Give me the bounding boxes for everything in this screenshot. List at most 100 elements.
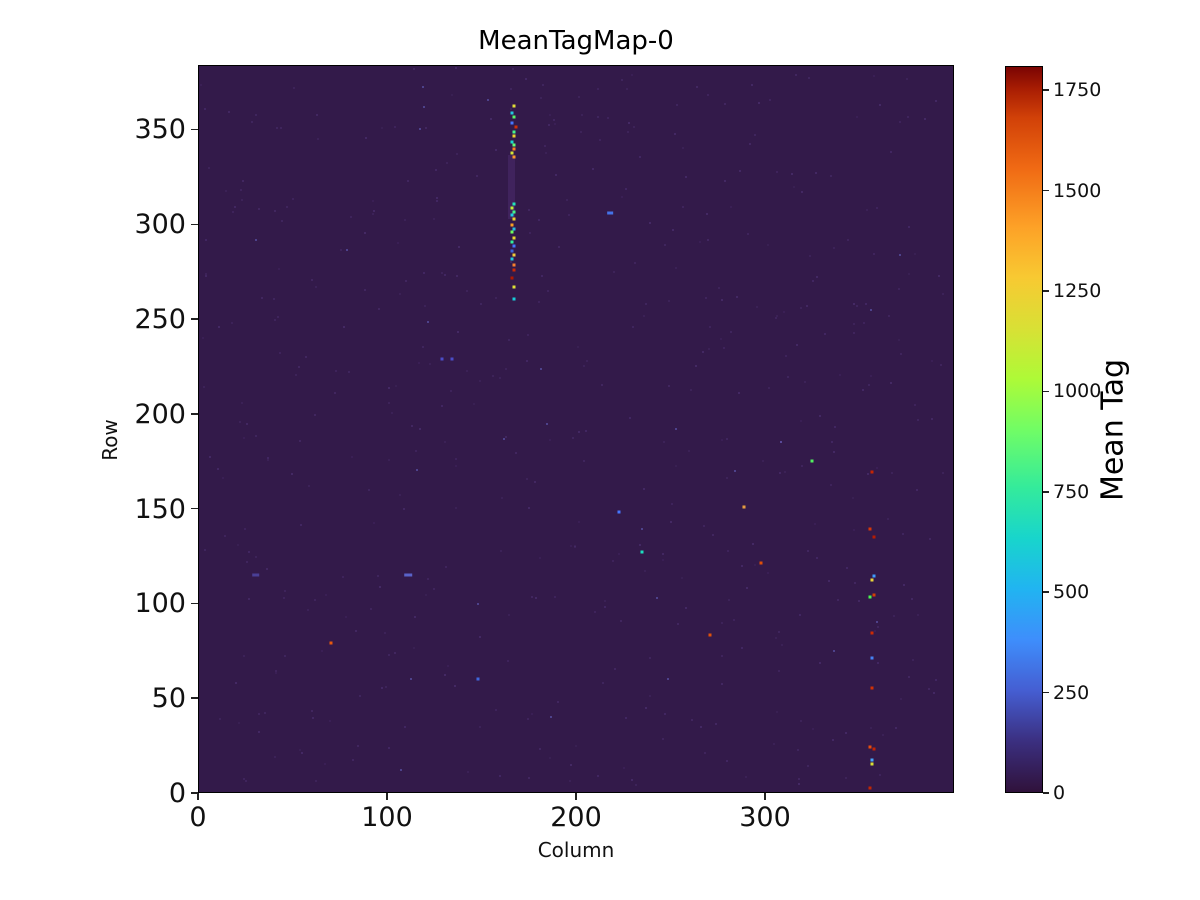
colorbar-tick-label: 1000 [1053, 380, 1102, 403]
noise-speckle [781, 643, 784, 646]
noise-speckle [721, 622, 724, 625]
noise-speckle [300, 751, 303, 754]
noise-speckle [700, 725, 703, 728]
noise-speckle [676, 622, 679, 625]
noise-speckle [555, 174, 558, 177]
hot-pixel [870, 631, 874, 635]
hot-pixel [872, 574, 876, 578]
noise-speckle [845, 731, 848, 734]
noise-speckle [283, 655, 286, 658]
noise-speckle [690, 718, 693, 721]
noise-speckle [907, 226, 910, 229]
noise-speckle [630, 73, 633, 76]
noise-speckle [573, 545, 576, 548]
noise-speckle [278, 351, 281, 354]
noise-speckle [899, 121, 902, 124]
hot-pixel [512, 263, 516, 267]
hot-pixel [251, 573, 260, 577]
noise-speckle [545, 152, 548, 155]
noise-speckle [668, 299, 671, 302]
noise-speckle [778, 472, 781, 475]
noise-speckle [314, 285, 317, 288]
noise-speckle [746, 586, 749, 589]
noise-speckle [662, 738, 665, 741]
noise-speckle [890, 382, 893, 385]
noise-speckle [487, 99, 490, 102]
noise-speckle [856, 305, 859, 308]
noise-speckle [478, 725, 481, 728]
noise-speckle [526, 717, 529, 720]
colorbar-tick-mark [1043, 591, 1049, 593]
noise-speckle [242, 778, 245, 781]
noise-speckle [879, 103, 882, 106]
y-tick-mark [191, 792, 198, 794]
colorbar-tick-mark [1043, 390, 1049, 393]
noise-speckle [624, 187, 627, 190]
hot-pixel [510, 249, 514, 253]
hot-pixel [510, 121, 514, 125]
noise-speckle [510, 261, 513, 264]
noise-speckle [240, 401, 243, 404]
noise-speckle [724, 103, 727, 106]
noise-speckle [600, 383, 603, 386]
noise-speckle [549, 756, 552, 759]
hot-pixel [870, 762, 874, 766]
y-tick-label: 300 [134, 209, 186, 241]
noise-speckle [538, 747, 541, 750]
noise-speckle [865, 302, 868, 305]
noise-speckle [852, 528, 855, 531]
noise-speckle [530, 712, 533, 715]
noise-speckle [812, 728, 815, 731]
noise-speckle [815, 172, 818, 175]
noise-speckle [725, 437, 728, 440]
noise-speckle [914, 252, 917, 255]
hot-pixel [868, 745, 872, 749]
noise-speckle [775, 710, 778, 713]
noise-speckle [668, 384, 671, 387]
noise-speckle [828, 579, 831, 582]
noise-speckle [231, 321, 234, 324]
hot-pixel [329, 641, 333, 645]
noise-speckle [902, 533, 905, 536]
noise-speckle [454, 684, 457, 687]
noise-speckle [773, 743, 776, 746]
noise-speckle [698, 240, 701, 243]
noise-speckle [886, 517, 889, 520]
noise-speckle [364, 137, 367, 140]
noise-speckle [355, 630, 358, 633]
x-tick-mark [386, 793, 388, 800]
noise-speckle [702, 525, 705, 528]
noise-speckle [837, 598, 840, 601]
noise-speckle [433, 587, 436, 590]
noise-speckle [257, 730, 260, 733]
noise-speckle [776, 170, 779, 173]
noise-speckle [851, 496, 854, 499]
noise-speckle [867, 472, 870, 475]
noise-speckle [899, 253, 902, 256]
hot-pixel [512, 236, 516, 240]
noise-speckle [357, 745, 360, 748]
noise-speckle [852, 302, 855, 305]
noise-speckle [388, 654, 391, 657]
noise-speckle [450, 93, 453, 96]
noise-speckle [507, 613, 510, 616]
noise-speckle [725, 477, 728, 480]
y-tick-mark [191, 602, 198, 605]
hot-pixel [742, 505, 746, 509]
noise-speckle [350, 216, 353, 219]
y-tick-label: 250 [134, 304, 186, 336]
noise-speckle [233, 206, 236, 209]
noise-speckle [682, 147, 685, 150]
noise-speckle [777, 670, 780, 673]
noise-speckle [819, 414, 822, 417]
noise-speckle [399, 493, 402, 496]
noise-speckle [222, 477, 225, 480]
noise-speckle [876, 620, 879, 623]
x-axis-label: Column [537, 838, 615, 862]
noise-speckle [876, 625, 879, 628]
noise-speckle [416, 469, 419, 472]
noise-speckle [202, 336, 205, 339]
noise-speckle [576, 345, 579, 348]
noise-speckle [427, 320, 430, 323]
noise-speckle [283, 589, 286, 592]
